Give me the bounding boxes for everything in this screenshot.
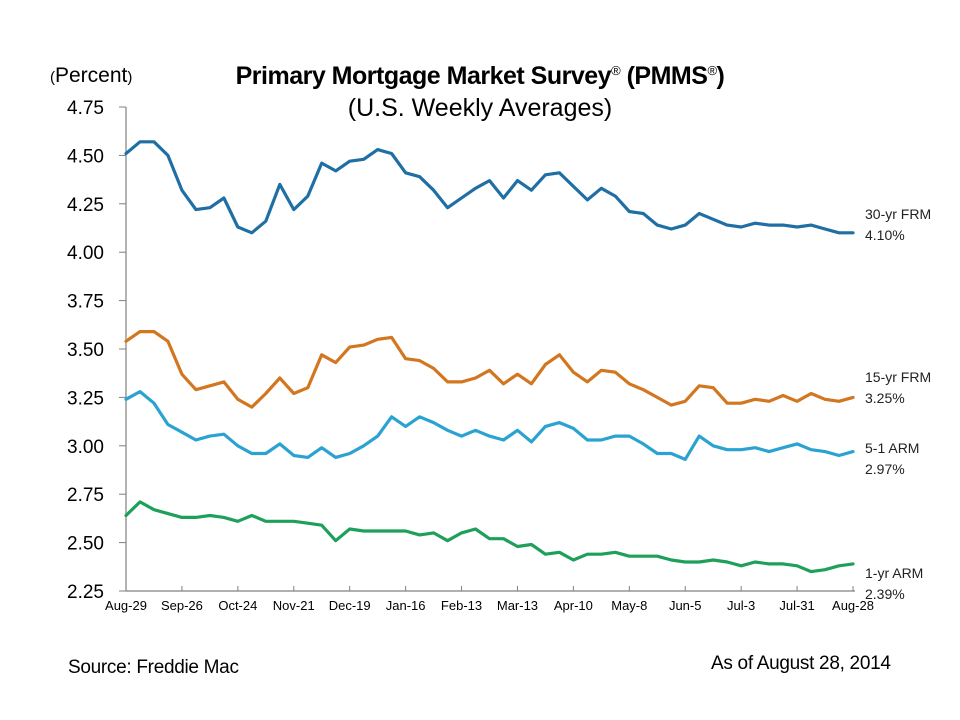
- registered-mark: ®: [707, 63, 717, 78]
- registered-mark: ®: [611, 63, 621, 78]
- as-of-date: As of August 28, 2014: [711, 653, 891, 674]
- y-tick-label: 2.75: [67, 485, 104, 506]
- x-tick-label: Jun-5: [669, 598, 702, 613]
- title-abbrev: (PMMS: [626, 62, 708, 90]
- series-label-1yr-arm: 1-yr ARM 2.39%: [865, 563, 923, 605]
- series-last-value: 2.97%: [865, 461, 905, 477]
- series-lines: [124, 140, 855, 574]
- y-tick-label: 4.00: [67, 243, 104, 264]
- x-tick-label: Nov-21: [273, 598, 315, 613]
- series-last-value: 2.39%: [865, 586, 905, 602]
- series-name: 1-yr ARM: [865, 565, 924, 581]
- unit-text: Percent: [55, 64, 128, 87]
- x-tick-label: May-8: [611, 598, 647, 613]
- y-tick-label: 3.25: [67, 388, 104, 409]
- y-tick-label: 4.50: [67, 146, 104, 167]
- title-text: Primary Mortgage Market Survey: [235, 62, 612, 90]
- chart-subtitle: (U.S. Weekly Averages): [347, 94, 613, 122]
- x-tick-label: Oct-24: [218, 598, 257, 613]
- series-line-1-yr-arm: [124, 500, 855, 574]
- series-name: 30-yr FRM: [865, 206, 932, 222]
- x-tick-label: Dec-19: [329, 598, 371, 613]
- chart-title: Primary Mortgage Market Survey® (PMMS®): [150, 62, 810, 91]
- series-line-5-1-arm: [124, 390, 855, 461]
- x-tick-label: Apr-10: [554, 598, 593, 613]
- y-tick-label: 3.50: [67, 340, 104, 361]
- x-tick-label: Aug-29: [105, 598, 147, 613]
- y-tick-label: 3.00: [67, 437, 104, 458]
- series-name: 5-1 ARM: [865, 440, 920, 456]
- x-tick-label: Jul-31: [779, 598, 814, 613]
- x-tick-label: Feb-13: [441, 598, 482, 613]
- y-tick-label: 2.50: [67, 534, 104, 555]
- x-tick-label: Jul-3: [727, 598, 755, 613]
- series-label-5-1arm: 5-1 ARM 2.97%: [865, 438, 919, 480]
- title-abbrev-close: ): [716, 62, 725, 90]
- series-last-value: 4.10%: [865, 227, 905, 243]
- y-tick-label: 2.25: [67, 582, 104, 603]
- source-note: Source: Freddie Mac: [68, 657, 239, 678]
- x-tick-label: Aug-28: [832, 598, 874, 613]
- y-tick-label: 4.75: [67, 98, 104, 119]
- series-line-30-yr-frm: [124, 140, 855, 235]
- series-name: 15-yr FRM: [865, 369, 932, 385]
- series-line-15-yr-frm: [124, 330, 855, 409]
- x-tick-label: Mar-13: [497, 598, 538, 613]
- x-tick-label: Sep-26: [161, 598, 203, 613]
- series-label-30yr: 30-yr FRM 4.10%: [865, 204, 931, 246]
- x-axis-ticks: Aug-29 Sep-26 Oct-24 Nov-21 Dec-19 Jan-16 Feb-…: [105, 586, 874, 613]
- series-label-15yr: 15-yr FRM 3.25%: [865, 367, 931, 409]
- y-axis-unit-label: (Percent): [50, 64, 133, 87]
- y-axis-ticks: 4.75 4.50 4.25 4.00 3.75 3.50 3.25 3.00 2.75 2.50…: [67, 98, 126, 603]
- y-tick-label: 4.25: [67, 195, 104, 216]
- x-tick-label: Jan-16: [386, 598, 426, 613]
- series-last-value: 3.25%: [865, 390, 905, 406]
- y-tick-label: 3.75: [67, 292, 104, 313]
